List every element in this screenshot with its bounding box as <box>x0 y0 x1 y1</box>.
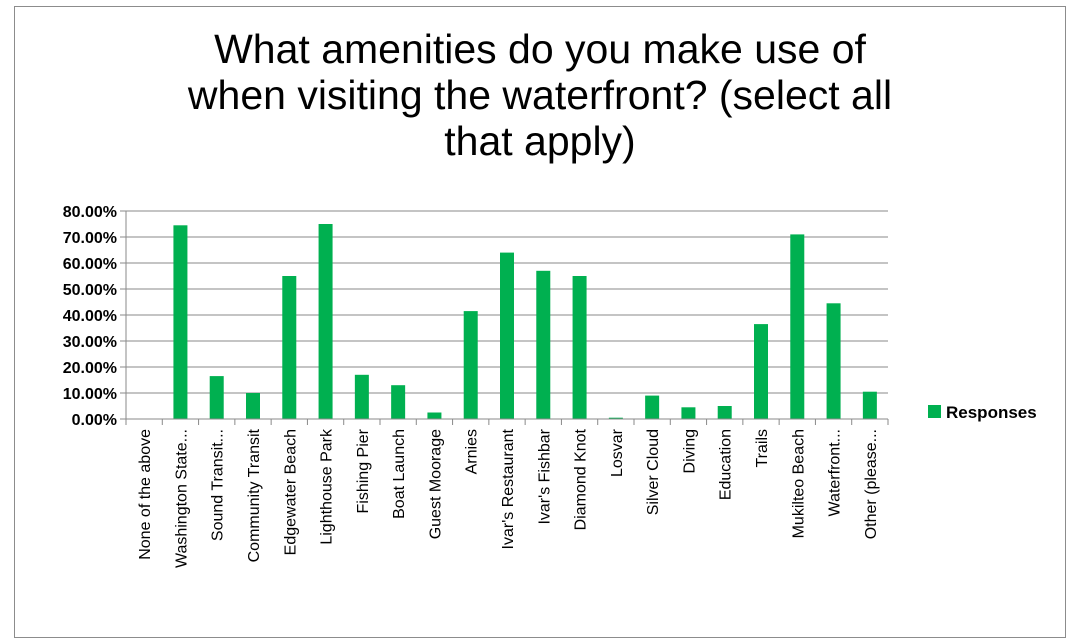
bar <box>463 311 478 419</box>
bar <box>209 376 224 419</box>
category-label: Silver Cloud <box>645 429 662 515</box>
y-tick-label: 0.00% <box>72 412 117 429</box>
bar <box>645 395 660 419</box>
category-label: Community Transit <box>246 428 263 562</box>
bar <box>173 225 188 419</box>
category-label: Lighthouse Park <box>319 428 336 545</box>
chart-title-line-2: when visiting the waterfront? (select al… <box>187 72 893 118</box>
category-label: Edgewater Beach <box>282 429 299 555</box>
bar <box>354 374 369 419</box>
legend: Responses <box>928 403 1037 422</box>
chart-title-line-3: that apply) <box>444 118 636 164</box>
bar <box>536 270 551 419</box>
bar <box>500 252 514 419</box>
category-label: Washington State... <box>173 429 190 568</box>
category-label: Waterfront... <box>827 429 844 516</box>
bar <box>717 406 732 419</box>
category-label: Sound Transit... <box>210 429 227 541</box>
bar <box>826 303 841 419</box>
bar <box>572 276 587 419</box>
chart-title-line-1: What amenities do you make use of <box>214 26 866 72</box>
bar <box>246 393 260 419</box>
category-label: Mukilteo Beach <box>790 429 807 538</box>
y-tick-label: 80.00% <box>63 204 117 221</box>
bar <box>862 391 877 419</box>
y-tick-label: 40.00% <box>63 308 117 325</box>
y-axis-tick-labels: 0.00% 10.00% 20.00% 30.00% 40.00% 50.00% 60.00… <box>63 204 117 429</box>
bar <box>754 324 768 419</box>
bar <box>790 234 805 419</box>
category-label: Ivar's Restaurant <box>500 428 517 549</box>
chart-title: What amenities do you make use of when v… <box>14 26 1066 164</box>
bar <box>391 385 406 419</box>
bar <box>608 417 623 419</box>
y-tick-label: 50.00% <box>63 282 117 299</box>
category-label: Arnies <box>464 429 481 474</box>
y-tick-label: 70.00% <box>63 230 117 247</box>
bar <box>282 276 297 419</box>
category-label: Diamond Knot <box>573 428 590 530</box>
legend-swatch <box>928 405 941 418</box>
bar <box>681 407 696 419</box>
x-axis-category-labels: None of the above Washington State... Soun… <box>137 428 880 568</box>
y-tick-label: 60.00% <box>63 256 117 273</box>
category-label: Guest Moorage <box>427 429 444 539</box>
category-label: Losvar <box>609 428 626 477</box>
category-label: Trails <box>754 429 771 468</box>
category-label: None of the above <box>137 429 154 560</box>
bars <box>173 224 877 419</box>
axes <box>120 210 889 425</box>
category-label: Diving <box>681 429 698 473</box>
bar <box>318 224 333 419</box>
category-label: Other (please... <box>863 429 880 539</box>
category-label: Education <box>718 429 735 500</box>
category-label: Fishing Pier <box>355 428 372 513</box>
y-tick-label: 10.00% <box>63 386 117 403</box>
category-label: Ivar's Fishbar <box>536 428 553 524</box>
y-tick-label: 30.00% <box>63 334 117 351</box>
legend-label: Responses <box>946 403 1037 422</box>
category-label: Boat Launch <box>391 429 408 519</box>
bar <box>427 412 442 419</box>
y-tick-label: 20.00% <box>63 360 117 377</box>
